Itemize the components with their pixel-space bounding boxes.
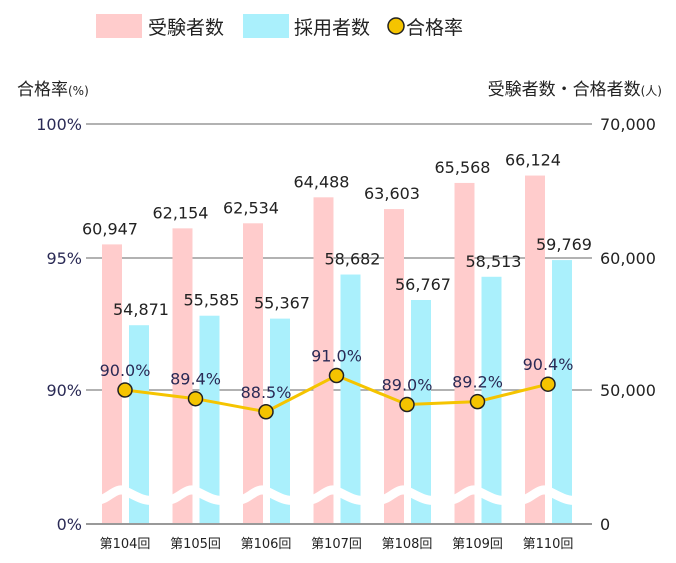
tick-labels: 100% 95% 90% 0% 70,000 60,000 50,000 0 (36, 115, 656, 534)
bar-examinees (384, 209, 404, 524)
bars (102, 175, 572, 524)
data-label-examinees: 63,603 (364, 184, 420, 203)
data-label-pass-rate: 90.4% (523, 355, 574, 374)
legend-label-examinees: 受験者数 (148, 17, 224, 39)
category-label: 第105回 (170, 537, 221, 552)
axis-break-wave (234, 485, 299, 505)
pass-rate-marker (469, 393, 486, 410)
bar-examinees (313, 197, 334, 523)
data-labels: 60,947 54,871 62,154 55,585 62,534 55,367 64,4… (82, 151, 592, 402)
category-label: 第104回 (100, 537, 151, 552)
axis-break-wave (516, 485, 581, 505)
data-label-pass-rate: 89.2% (452, 373, 503, 392)
category-label: 第106回 (241, 537, 292, 552)
data-label-hired: 58,682 (325, 250, 381, 269)
axis-break-wave (93, 485, 158, 505)
category-label: 第109回 (452, 537, 503, 552)
data-label-examinees: 60,947 (82, 219, 138, 238)
data-label-hired: 54,871 (113, 300, 169, 319)
left-tick-label: 0% (57, 515, 82, 534)
pass-rate-marker (328, 367, 345, 384)
right-tick-label: 60,000 (600, 249, 656, 268)
legend-label-hired: 採用者数 (294, 17, 370, 39)
right-tick-label: 0 (600, 515, 610, 534)
bar-hired (129, 325, 149, 523)
right-tick-label: 50,000 (600, 381, 656, 400)
legend-swatch-examinees (96, 14, 142, 38)
left-tick-label: 90% (46, 381, 82, 400)
data-label-pass-rate: 90.0% (100, 361, 151, 380)
bar-hired (552, 260, 572, 523)
bar-examinees (525, 175, 545, 524)
pass-rate-marker (117, 382, 133, 398)
gridlines (86, 123, 592, 391)
data-label-examinees: 62,154 (153, 203, 209, 222)
right-tick-label: 70,000 (600, 115, 656, 134)
legend-swatch-hired (243, 14, 289, 38)
category-labels: 第104回 第105回 第106回 第107回 第108回 第109回 第110回 (100, 537, 574, 552)
data-label-examinees: 66,124 (505, 151, 561, 170)
data-label-hired: 55,367 (254, 294, 310, 313)
category-label: 第107回 (311, 537, 362, 552)
bar-examinees (172, 228, 193, 523)
left-tick-label: 95% (46, 249, 82, 268)
bar-hired (340, 274, 361, 523)
data-label-hired: 58,513 (466, 252, 522, 271)
left-axis-title: 合格率(%) (17, 80, 89, 100)
axis-break-marks (93, 485, 581, 505)
data-label-pass-rate: 88.5% (241, 383, 292, 402)
right-axis-title: 受験者数・合格者数(人) (488, 80, 662, 100)
bar-examinees (454, 182, 475, 523)
data-label-examinees: 65,568 (435, 158, 491, 177)
pass-rate-marker (540, 376, 556, 392)
data-label-pass-rate: 89.4% (170, 370, 221, 389)
data-label-examinees: 64,488 (294, 172, 350, 191)
data-label-hired: 55,585 (184, 291, 240, 310)
bar-examinees (102, 244, 122, 523)
pass-rate-marker (258, 404, 274, 420)
legend: 受験者数 採用者数 合格率 (96, 14, 463, 39)
data-label-hired: 56,767 (395, 275, 451, 294)
bar-hired (481, 276, 502, 523)
axis-break-wave (375, 485, 440, 505)
axis-break-wave (164, 485, 228, 505)
pass-rate-marker (399, 396, 415, 413)
bar-hired (411, 299, 431, 523)
data-label-hired: 59,769 (536, 235, 592, 254)
pass-rate-marker (187, 390, 204, 407)
legend-label-pass-rate: 合格率 (406, 17, 463, 39)
pass-rate-line (117, 367, 556, 420)
axis-break-wave (446, 485, 510, 505)
data-label-examinees: 62,534 (223, 198, 279, 217)
axis-break-wave (305, 485, 369, 505)
bar-hired (270, 318, 290, 523)
data-label-pass-rate: 89.0% (382, 376, 433, 395)
category-label: 第108回 (382, 537, 433, 552)
category-label: 第110回 (523, 537, 574, 552)
left-tick-label: 100% (36, 115, 82, 134)
bar-hired (199, 315, 220, 523)
data-label-pass-rate: 91.0% (311, 347, 362, 366)
bar-examinees (243, 223, 263, 524)
legend-marker-pass-rate (387, 17, 405, 35)
